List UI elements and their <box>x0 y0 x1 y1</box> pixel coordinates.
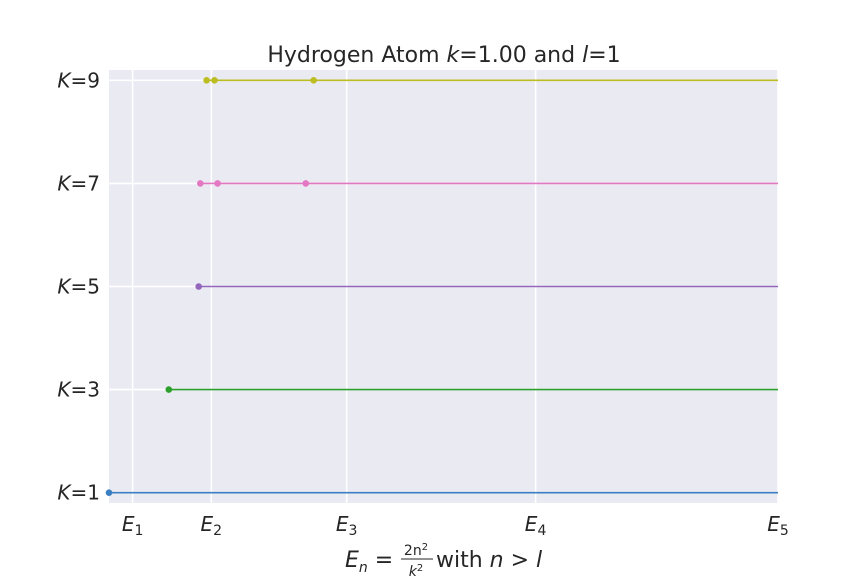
x-axis-label: En = 2n2 k2 with n > l <box>345 542 542 576</box>
svg-text:with n > l: with n > l <box>436 548 542 573</box>
y-tick-labels: K=1 K=3 K=5 K=7 K=9 <box>57 68 100 504</box>
svg-text:En =: En = <box>345 548 393 576</box>
y-tick-label: K=9 <box>57 68 100 92</box>
data-point-K7-3 <box>302 180 310 187</box>
svg-text:k2: k2 <box>409 563 423 576</box>
data-point-K5-1 <box>195 283 203 290</box>
data-point-K7-1 <box>196 180 204 187</box>
x-tick-labels: E1 E2 E3 E4 E5 <box>122 512 789 539</box>
data-point-K7-2 <box>214 180 221 187</box>
y-tick-label: K=5 <box>57 275 100 299</box>
series-group <box>105 77 778 496</box>
data-point-K9-1 <box>203 77 210 84</box>
x-tick-label: E2 <box>201 512 223 539</box>
chart-title: Hydrogen Atom k=1.00 and l=1 <box>267 43 620 68</box>
y-tick-label: K=3 <box>57 378 100 402</box>
y-tick-label: K=1 <box>57 481 100 505</box>
data-point-K9-3 <box>310 77 317 84</box>
x-tick-label: E3 <box>336 512 358 539</box>
y-tick-label: K=7 <box>57 171 100 195</box>
x-tick-label: E1 <box>122 512 144 539</box>
x-tick-label: E4 <box>525 512 547 539</box>
x-tick-label: E5 <box>767 512 789 539</box>
data-point-K1-1 <box>105 489 113 496</box>
svg-text:2n2: 2n2 <box>404 542 428 559</box>
data-point-K9-2 <box>211 77 218 84</box>
data-point-K3-1 <box>165 386 173 393</box>
